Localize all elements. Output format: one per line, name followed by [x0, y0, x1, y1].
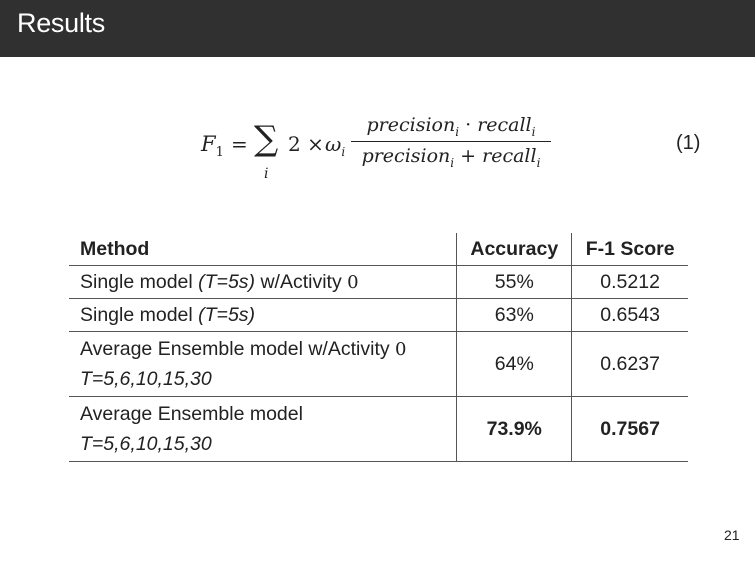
numerator-recall-subscript: i — [531, 124, 536, 139]
equation-lhs-symbol: F — [201, 132, 216, 156]
fraction-numerator: precisioni · recalli — [351, 114, 551, 139]
method-cell: Single model (T=5s) w/Activity 0 — [69, 265, 457, 299]
table-row: Single model (T=5s) 63% 0.6543 — [69, 298, 688, 332]
method-periods: T=5,6,10,15,30 — [80, 368, 212, 391]
f1-cell: 0.5212 — [571, 265, 688, 299]
denominator-recall-subscript: i — [536, 156, 541, 171]
method-periods: T=5,6,10,15,30 — [80, 433, 212, 455]
numerator-precision: precision — [366, 114, 456, 136]
method-text: Average Ensemble model w/Activity — [80, 337, 396, 360]
f1-cell: 0.6543 — [571, 298, 688, 332]
accuracy-cell-best: 73.9% — [456, 396, 572, 462]
numerator-recall: recall — [477, 114, 532, 136]
table-row: Single model (T=5s) w/Activity 0 55% 0.5… — [69, 265, 688, 299]
f1-cell-best: 0.7567 — [571, 396, 688, 462]
equation-number: (1) — [676, 132, 701, 154]
title-bar: Results — [0, 0, 755, 57]
fraction-denominator: precisioni + recalli — [351, 145, 551, 170]
fraction-bar — [351, 140, 551, 143]
weight-symbol: ω — [325, 132, 342, 156]
method-text: Single model — [80, 270, 199, 293]
equation-lhs: F1 — [201, 132, 224, 160]
method-math-value: 0 — [395, 338, 407, 360]
weight-subscript: i — [341, 145, 346, 159]
results-table: Method Accuracy F-1 Score Single model (… — [69, 233, 688, 462]
numerator-precision-subscript: i — [455, 124, 460, 139]
denominator-precision-subscript: i — [450, 156, 455, 171]
equation-factor: 2 × — [288, 132, 324, 156]
header-method: Method — [69, 233, 457, 266]
equation-weight: ωi — [325, 132, 345, 159]
denominator-operator: + — [454, 145, 483, 168]
equation-lhs-subscript: 1 — [215, 145, 224, 161]
method-cell: Average Ensemble model T=5,6,10,15,30 — [69, 396, 457, 462]
slide-title: Results — [17, 8, 105, 38]
accuracy-cell: 55% — [456, 265, 572, 299]
equation-equals: = — [231, 132, 248, 156]
page-number: 21 — [724, 527, 740, 543]
numerator-operator: · — [459, 114, 478, 136]
denominator-precision: precision — [361, 145, 451, 168]
table-row: Average Ensemble model T=5,6,10,15,30 73.… — [69, 396, 688, 462]
table-row: Average Ensemble model w/Activity 0 T=5,6… — [69, 331, 688, 397]
f1-equation: F1 = ∑ i 2 × ωi precisioni · recalli pre… — [0, 110, 755, 190]
method-math-value: 0 — [347, 271, 359, 293]
method-cell: Average Ensemble model w/Activity 0 T=5,6… — [69, 331, 457, 397]
method-text: Single model — [80, 303, 199, 326]
accuracy-cell: 63% — [456, 298, 572, 332]
equation-fraction: precisioni · recalli precisioni + recall… — [351, 114, 551, 170]
summation-index: i — [264, 166, 269, 182]
method-italic: (T=5s) — [198, 303, 256, 326]
method-text-suffix: w/Activity — [255, 270, 348, 293]
table-header-row: Method Accuracy F-1 Score — [69, 233, 688, 266]
method-italic: (T=5s) — [198, 270, 256, 293]
denominator-recall: recall — [482, 145, 537, 168]
accuracy-cell: 64% — [456, 331, 572, 397]
f1-cell: 0.6237 — [571, 331, 688, 397]
method-text: Average Ensemble model — [80, 402, 303, 425]
summation-symbol: ∑ — [254, 119, 279, 159]
method-cell: Single model (T=5s) — [69, 298, 457, 332]
header-accuracy: Accuracy — [456, 233, 572, 266]
header-f1-score: F-1 Score — [571, 233, 688, 266]
